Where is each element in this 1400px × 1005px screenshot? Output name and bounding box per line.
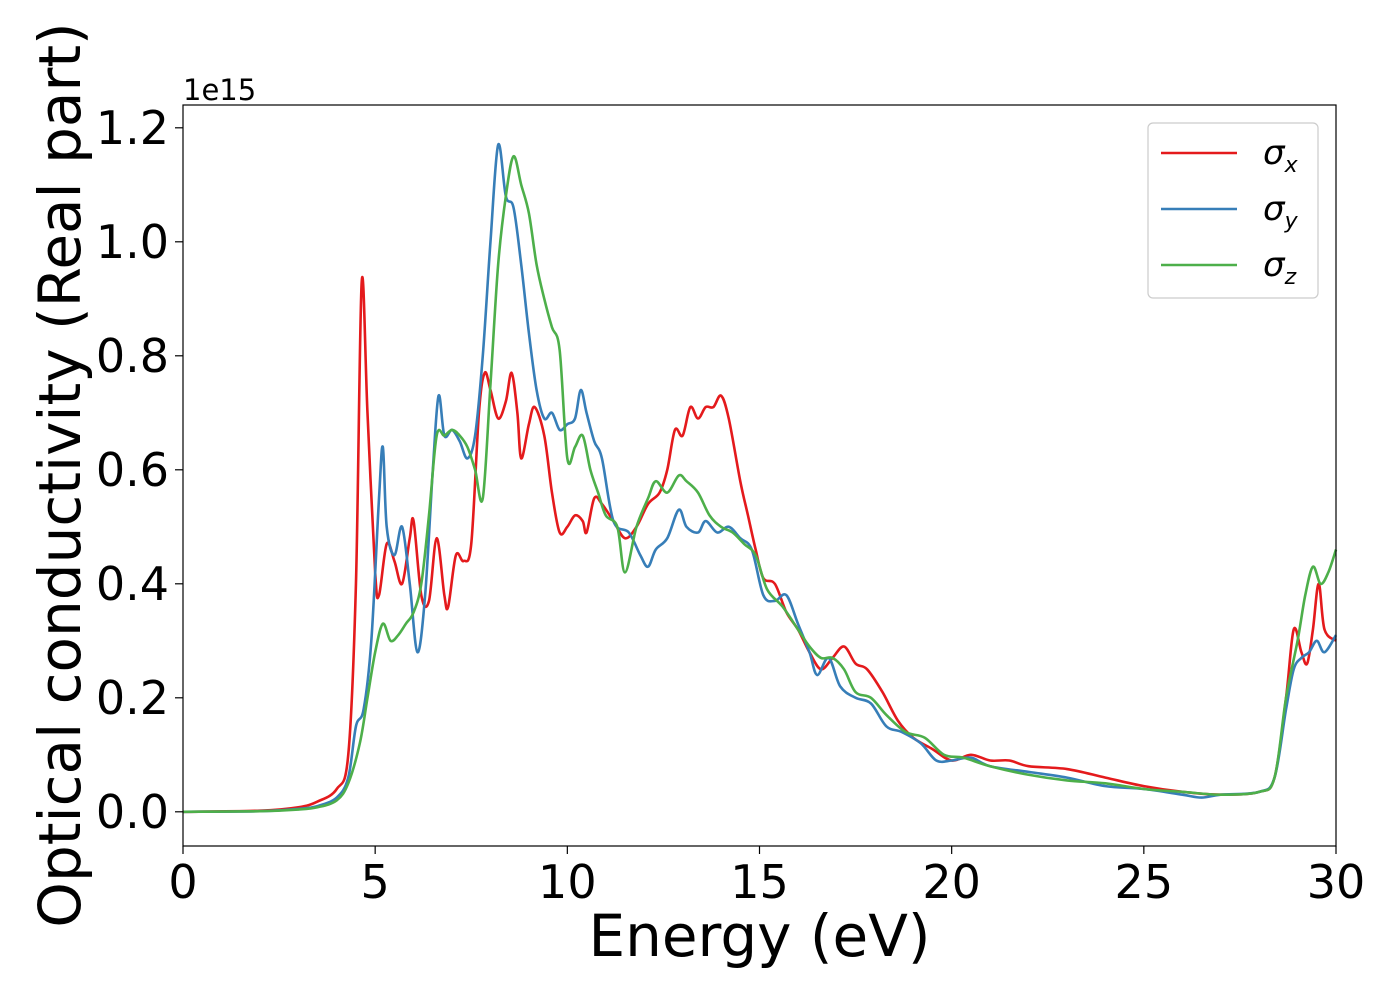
y-tick-label: 0.6 (96, 443, 169, 497)
x-axis-ticks: 0 5 10 15 20 25 30 (168, 846, 1365, 909)
y-tick-label: 1.0 (96, 215, 169, 269)
y-offset-label: 1e15 (183, 73, 256, 107)
x-tick-label: 5 (361, 855, 390, 909)
y-tick-label: 0.4 (96, 557, 169, 611)
y-tick-label: 1.2 (96, 101, 169, 155)
plot-background (183, 105, 1336, 846)
x-tick-label: 25 (1115, 855, 1174, 909)
y-tick-label: 0.8 (96, 329, 169, 383)
x-tick-label: 15 (730, 855, 789, 909)
legend-box (1147, 122, 1319, 299)
series-line-z (182, 154, 1338, 814)
y-tick-label: 0.0 (96, 785, 169, 839)
series-layer (182, 143, 1338, 814)
y-tick-label: 0.2 (96, 671, 169, 725)
y-axis-title: Optical conductivity (Real part) (26, 22, 94, 927)
x-tick-label: 10 (538, 855, 597, 909)
x-tick-label: 30 (1307, 855, 1366, 909)
series-line-y (182, 143, 1338, 814)
x-tick-label: 0 (168, 855, 197, 909)
x-tick-label: 20 (922, 855, 981, 909)
y-axis-ticks: 0.0 0.2 0.4 0.6 0.8 1.0 1.2 (96, 101, 183, 839)
x-axis-title: Energy (eV) (588, 902, 930, 970)
